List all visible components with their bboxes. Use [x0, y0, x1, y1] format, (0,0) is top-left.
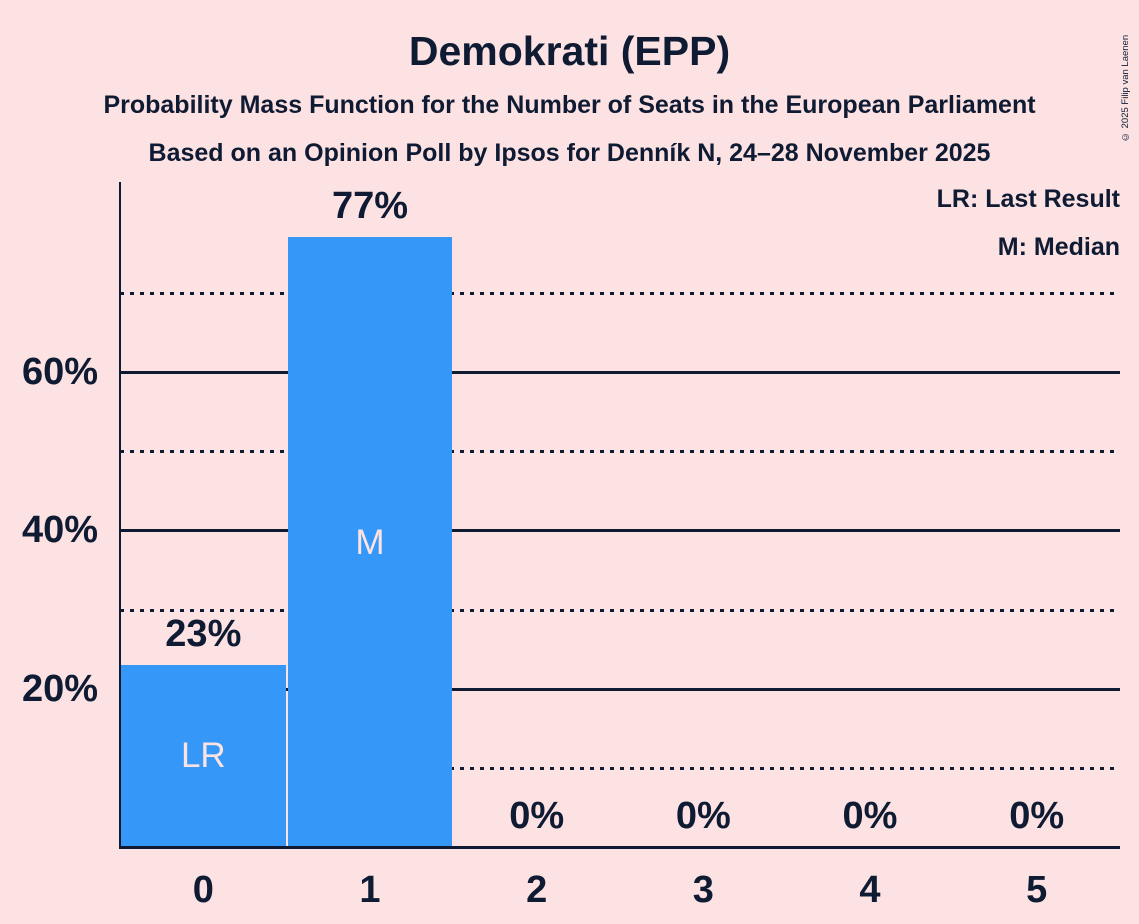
bar-column-4: 0%	[787, 182, 954, 847]
x-axis-line	[119, 846, 1120, 849]
page-title: Demokrati (EPP)	[408, 28, 731, 74]
bar-value-label-4: 0%	[842, 795, 898, 837]
chart-subtitle-line2: Based on an Opinion Poll by Ipsos for De…	[148, 139, 991, 167]
gridline-solid-40	[120, 529, 1120, 533]
bar-0	[121, 664, 286, 847]
bar-annotation-lr: LR	[180, 736, 226, 776]
x-tick-label-5: 5	[1026, 869, 1048, 911]
plot-area: 23% LR 77% M 0% 0% 0% 0%	[120, 182, 1120, 847]
x-tick-label-0: 0	[192, 869, 214, 911]
gridline-dotted-10	[120, 766, 1120, 770]
legend-median: M: Median	[997, 233, 1120, 261]
bar-column-0: 23% LR	[120, 182, 287, 847]
legend: LR: Last Result M: Median	[937, 175, 1120, 271]
bar-value-label-2: 0%	[509, 795, 565, 837]
bar-column-5: 0%	[953, 182, 1120, 847]
gridline-solid-20	[120, 687, 1120, 691]
bar-annotation-m: M	[355, 522, 385, 562]
bar-value-label-5: 0%	[1009, 795, 1065, 837]
gridline-solid-60	[120, 371, 1120, 374]
bar-value-label-0: 23%	[165, 612, 242, 655]
bar-column-1: 77% M	[287, 182, 454, 847]
y-tick-label-20: 20%	[21, 667, 98, 710]
bar-column-2: 0%	[453, 182, 620, 847]
copyright-notice: © 2025 Filip van Laenen	[1120, 34, 1131, 142]
bar-1	[287, 237, 453, 847]
legend-last-result: LR: Last Result	[936, 185, 1120, 213]
x-tick-label-1: 1	[359, 869, 381, 911]
gridline-dotted-30	[120, 608, 1120, 612]
x-tick-label-3: 3	[692, 869, 714, 911]
gridline-dotted-50	[120, 450, 1120, 454]
y-tick-label-40: 40%	[21, 509, 98, 552]
gridline-dotted-70	[120, 291, 1120, 295]
bar-column-3: 0%	[620, 182, 787, 847]
bar-value-label-1: 77%	[331, 185, 409, 228]
chart-subtitle-line1: Probability Mass Function for the Number…	[103, 91, 1036, 119]
y-axis-line	[119, 182, 121, 849]
y-tick-label-60: 60%	[21, 351, 98, 393]
bar-value-label-3: 0%	[675, 795, 731, 837]
x-tick-label-4: 4	[859, 869, 881, 911]
x-tick-label-2: 2	[526, 869, 548, 911]
